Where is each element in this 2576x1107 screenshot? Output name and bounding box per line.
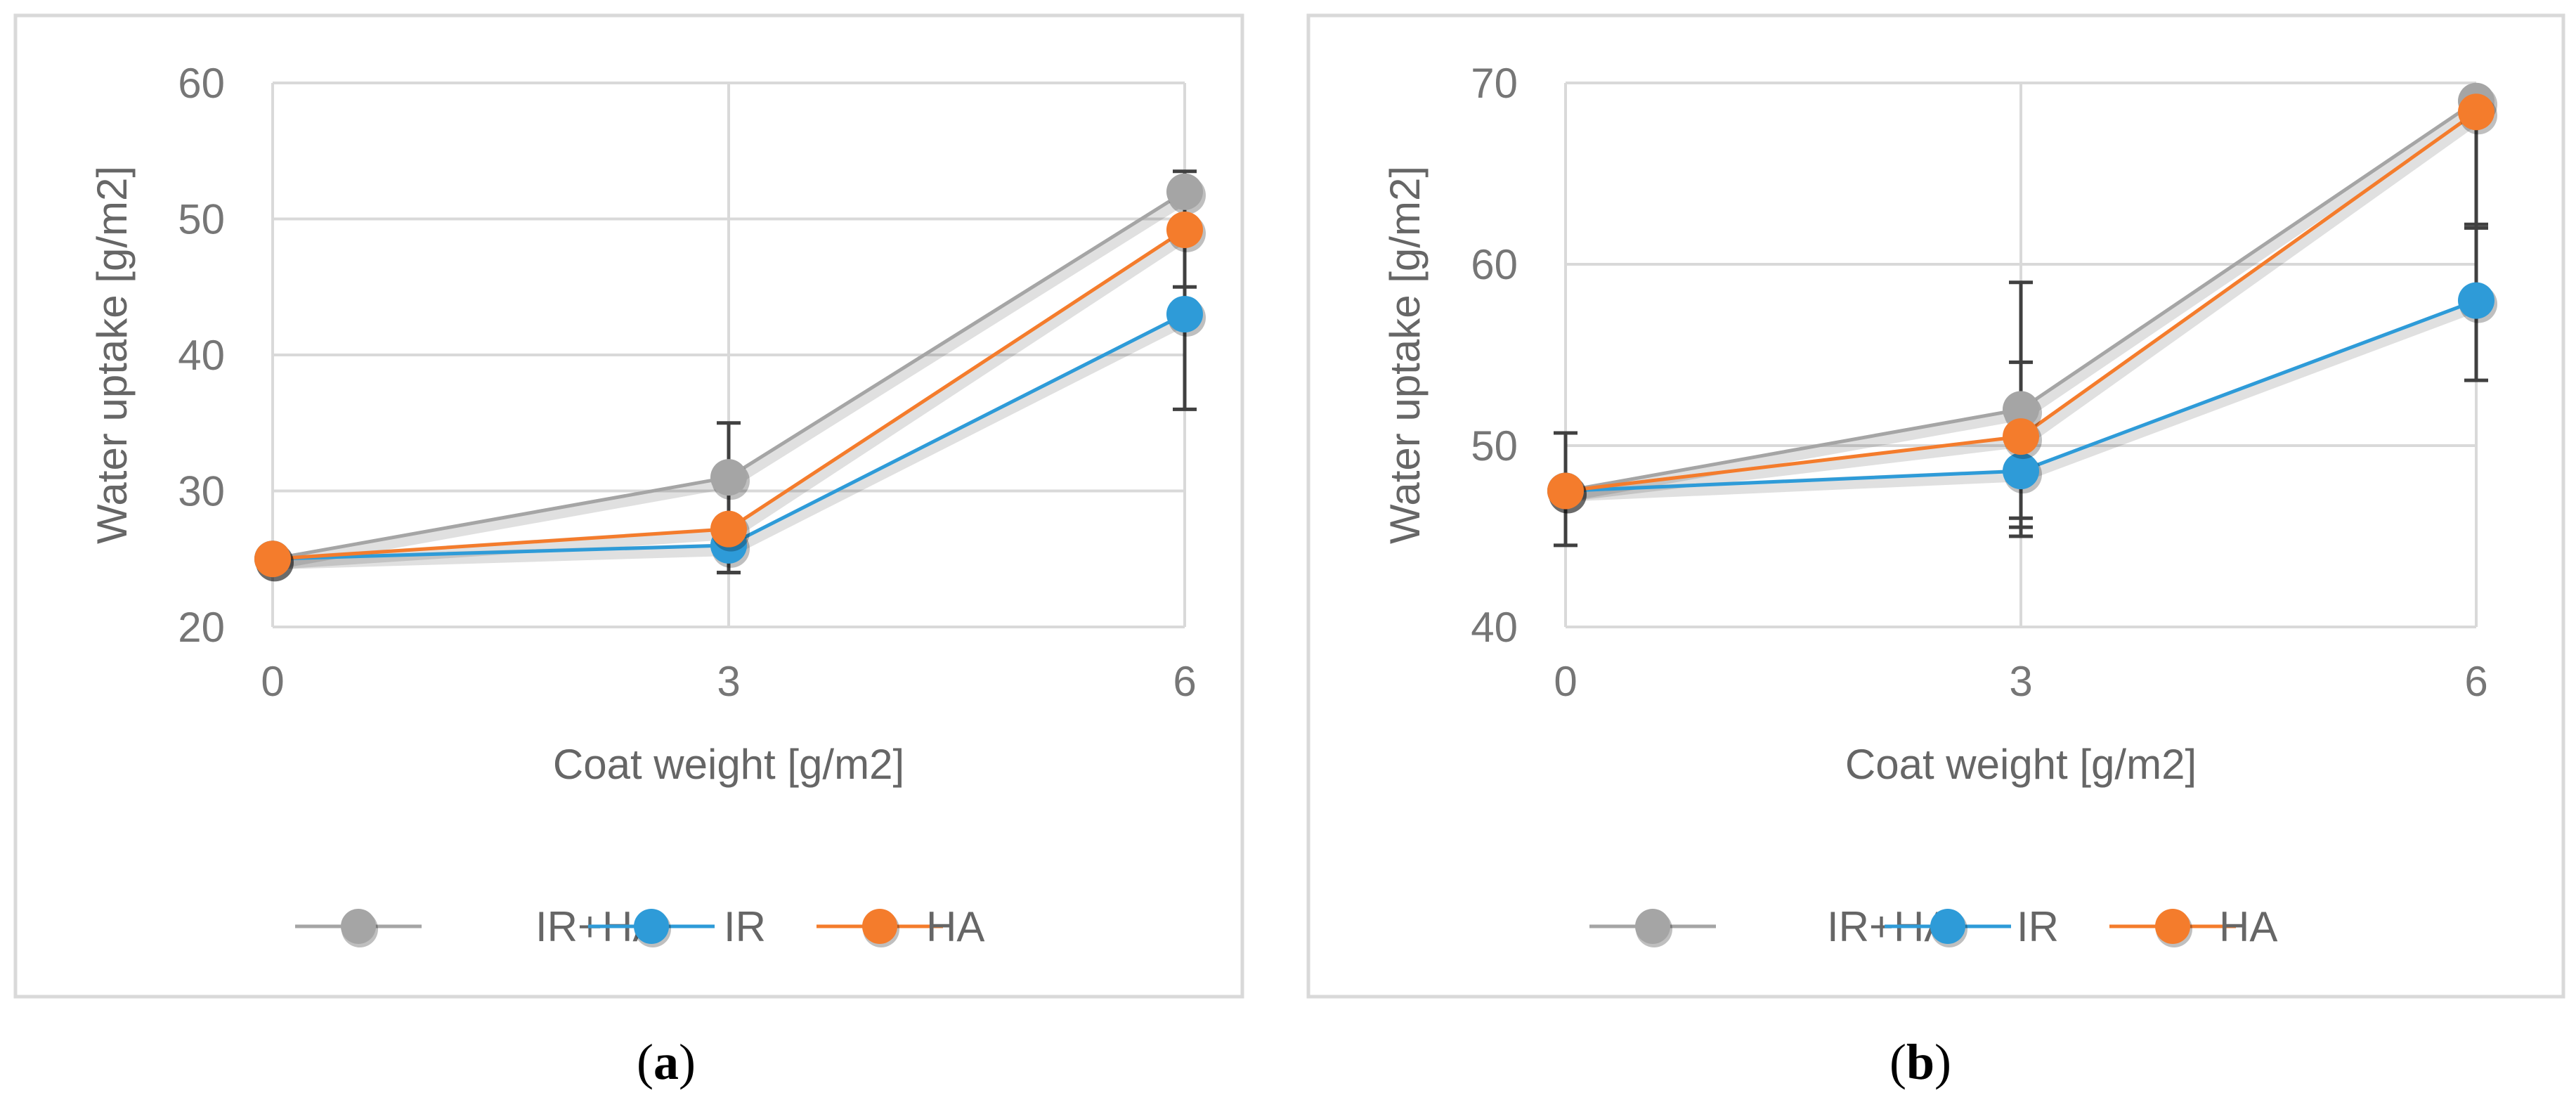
x-tick-label: 6	[2464, 658, 2487, 705]
data-point-ha	[2003, 418, 2039, 455]
y-tick-label: 40	[178, 332, 225, 379]
data-point-ha	[254, 540, 291, 578]
data-point-ir-ha	[2003, 391, 2039, 428]
x-tick-label: 0	[261, 658, 284, 705]
chart-frame	[13, 13, 1244, 999]
legend-swatch-marker	[341, 909, 376, 944]
x-tick-label: 3	[2009, 658, 2032, 705]
legend-swatch-marker	[1930, 909, 1965, 944]
caption-b-letter: b	[1906, 1034, 1935, 1090]
chart-panel-b: 40 50 60 70 0 3 6 Coat weight [g/m2] Water uptak…	[1306, 13, 2565, 999]
y-tick-label: 60	[1471, 241, 1518, 288]
data-point-ir-ha	[710, 459, 747, 496]
x-tick-label: 6	[1173, 658, 1196, 705]
y-tick-label: 50	[178, 196, 225, 243]
caption-b-open: (	[1889, 1034, 1906, 1090]
legend-label: IR	[724, 903, 766, 950]
legend-item-ha: HA	[817, 903, 984, 950]
data-point-ir	[2458, 282, 2494, 319]
data-point-ha	[710, 510, 747, 548]
legend-item-ir: IR	[588, 903, 766, 950]
caption-a-open: (	[637, 1034, 653, 1090]
caption-a: (a)	[561, 1033, 772, 1092]
legend-item-ir: IR	[1885, 903, 2059, 950]
y-tick-label: 50	[1471, 422, 1518, 470]
y-tick-label: 70	[1471, 60, 1518, 107]
x-tick-label: 3	[717, 658, 740, 705]
data-point-ha	[2458, 93, 2494, 131]
legend-swatch-marker	[862, 909, 897, 944]
data-point-ha	[1547, 472, 1584, 510]
caption-b: (b)	[1815, 1033, 2026, 1092]
y-axis-title: Water uptake [g/m2]	[1381, 166, 1429, 544]
y-axis-title: Water uptake [g/m2]	[89, 166, 136, 544]
y-tick-label: 40	[1471, 604, 1518, 651]
legend-item-ha: HA	[2109, 903, 2277, 950]
x-axis-title: Coat weight [g/m2]	[1845, 741, 2197, 788]
y-tick-label: 20	[178, 604, 225, 651]
legend-label: HA	[2219, 903, 2277, 950]
caption-b-close: )	[1934, 1034, 1951, 1090]
data-point-ir	[2003, 453, 2039, 490]
y-tick-label: 60	[178, 60, 225, 107]
legend-swatch-marker	[634, 909, 669, 944]
legend-label: HA	[926, 903, 984, 950]
data-point-ir-ha	[1166, 173, 1203, 210]
x-tick-label: 0	[1554, 658, 1577, 705]
legend-swatch-marker	[1635, 909, 1670, 944]
legend-label: IR	[2017, 903, 2059, 950]
data-point-ha	[1166, 211, 1203, 248]
data-point-ir	[1166, 295, 1203, 332]
chart-frame	[1306, 13, 2565, 999]
legend-swatch-marker	[2155, 909, 2190, 944]
caption-a-letter: a	[653, 1034, 679, 1090]
y-tick-label: 30	[178, 468, 225, 515]
chart-panel-a: 20 30 40 50 60 0 3 6 Coat weight [g/m2] Water upt…	[13, 13, 1244, 999]
caption-a-close: )	[679, 1034, 696, 1090]
x-axis-title: Coat weight [g/m2]	[553, 741, 904, 788]
